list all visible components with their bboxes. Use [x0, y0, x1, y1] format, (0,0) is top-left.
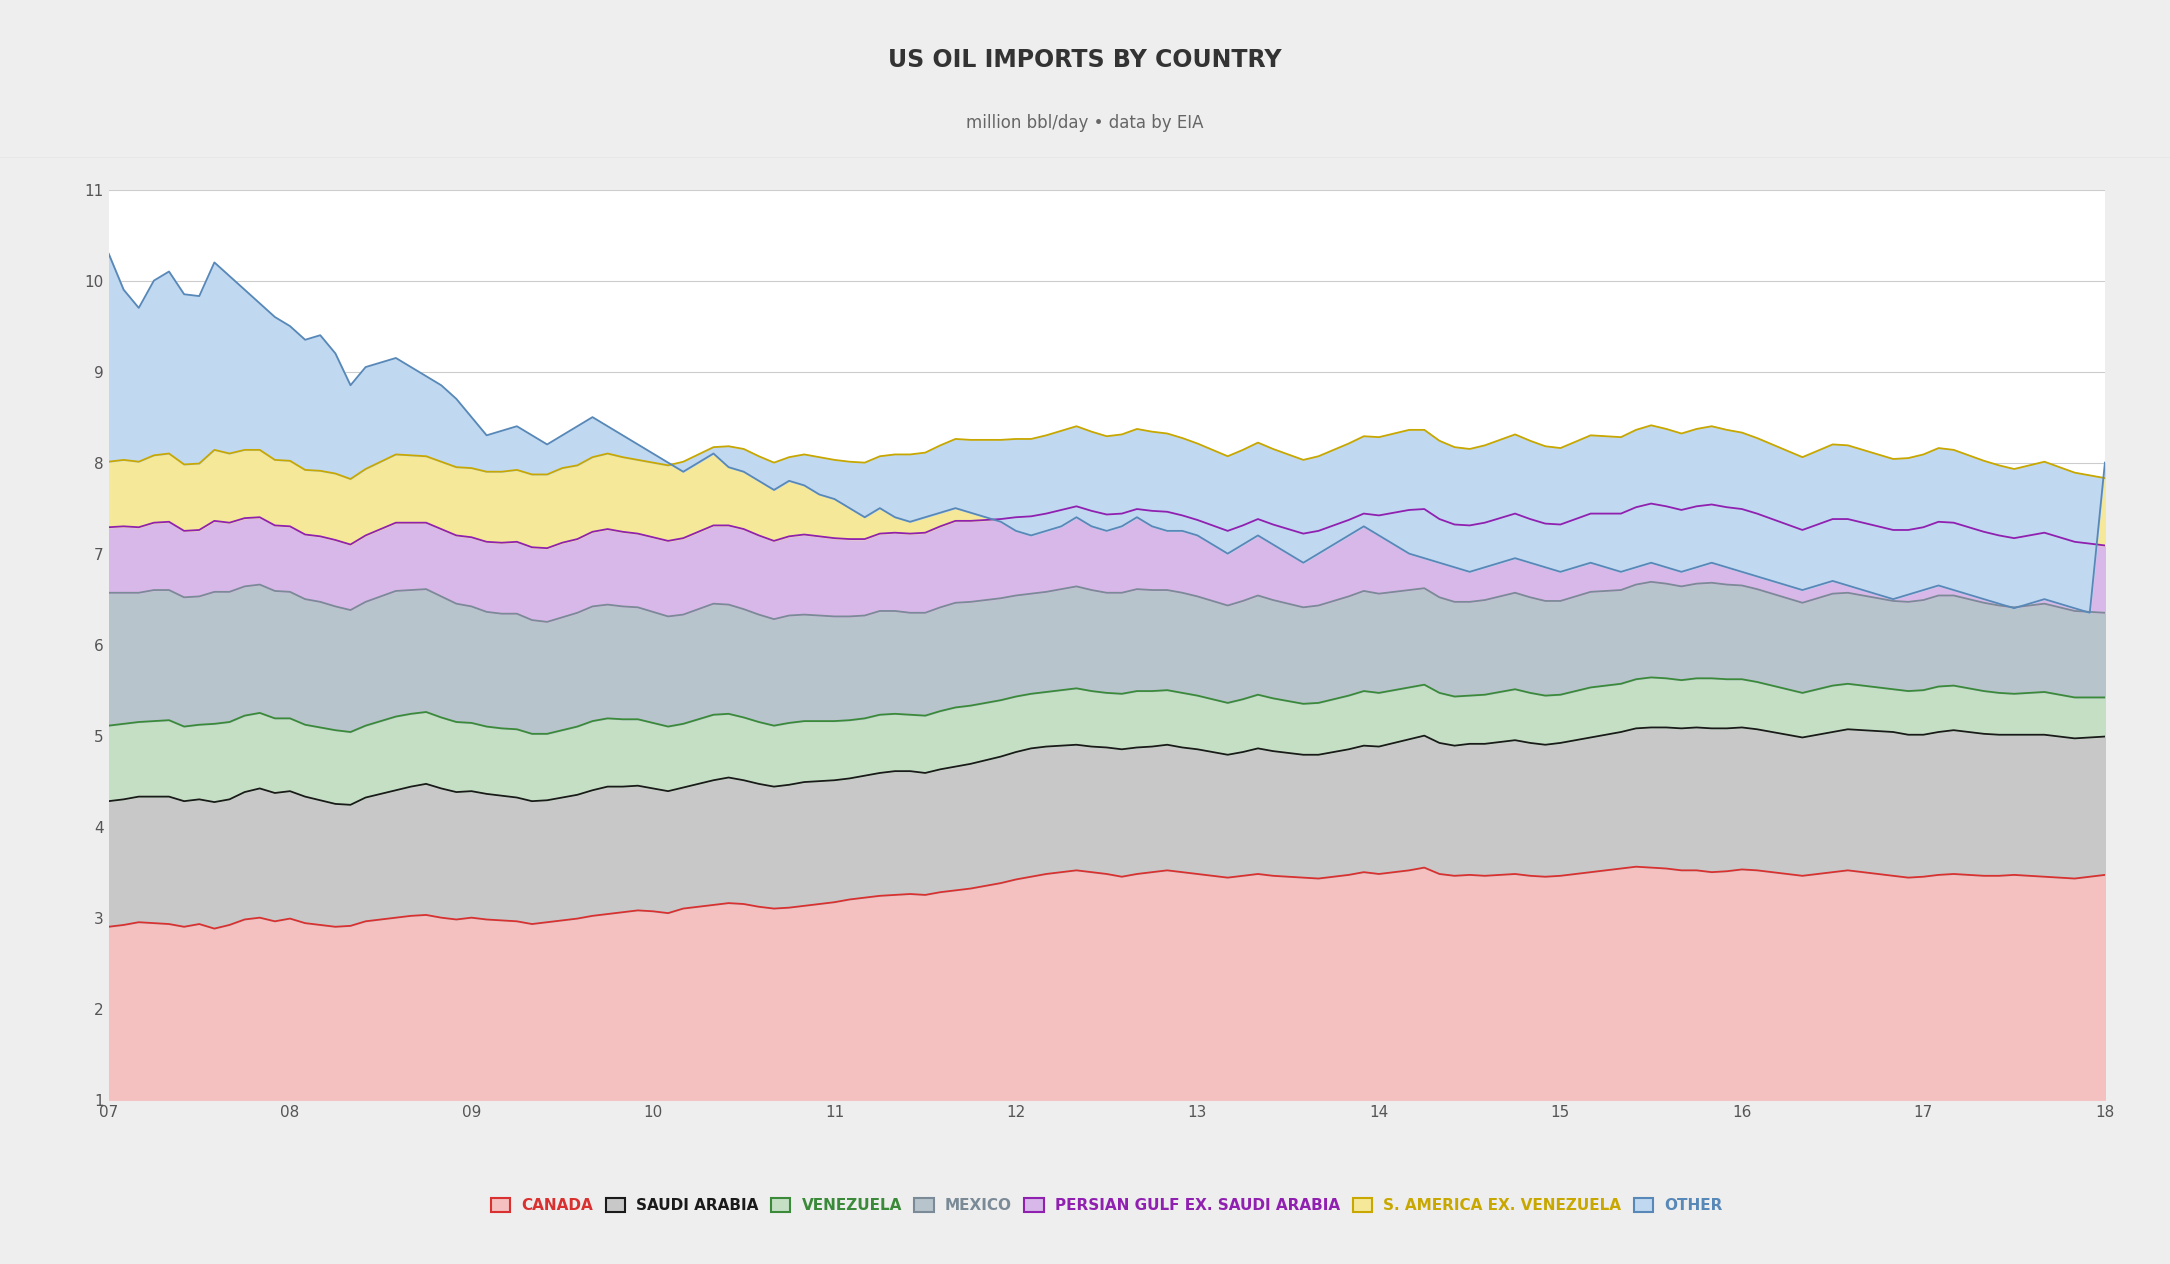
Legend: CANADA, SAUDI ARABIA, VENEZUELA, MEXICO, PERSIAN GULF EX. SAUDI ARABIA, S. AMERI: CANADA, SAUDI ARABIA, VENEZUELA, MEXICO,…: [490, 1197, 1723, 1212]
Text: million bbl/day • data by EIA: million bbl/day • data by EIA: [966, 114, 1204, 133]
Text: US OIL IMPORTS BY COUNTRY: US OIL IMPORTS BY COUNTRY: [888, 48, 1282, 72]
